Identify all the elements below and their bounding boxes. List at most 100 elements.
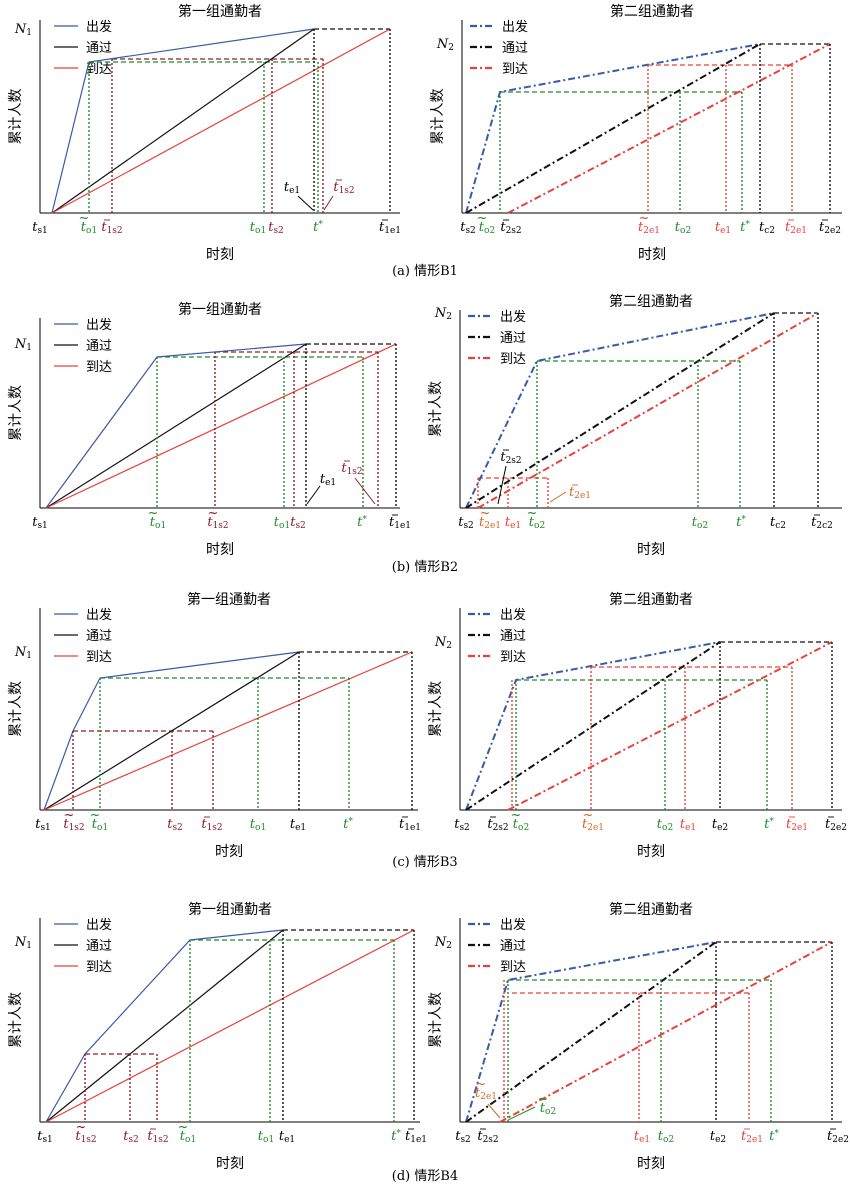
x-tick-label: te1 (680, 817, 696, 833)
x-tick-label: t* (769, 1129, 779, 1144)
tick-label-text: t* (357, 515, 367, 530)
x-tick-label: t1s2~ (63, 808, 84, 833)
legend-label: 出发 (86, 317, 112, 333)
tick-label-text: te2 (712, 817, 728, 833)
plot-line (507, 43, 831, 214)
annotation-arrow (487, 1103, 501, 1119)
x-tick-label: t* (736, 515, 746, 530)
legend-label: 出发 (86, 607, 112, 623)
tick-label-text: ts1 (32, 220, 48, 236)
legend-label: 到达 (86, 650, 112, 665)
x-tick-label: t2e2 (827, 1128, 849, 1145)
tick-label-text: t1s2 (341, 461, 362, 477)
x-tick-label: ts2 (458, 515, 474, 531)
tick-label-text: t1s2 (207, 515, 228, 531)
y-axis-label: 累计人数 (8, 992, 24, 1048)
x-tick-label: ts2 (268, 220, 284, 236)
x-tick-label: t1e1 (379, 219, 401, 236)
tick-label-text: te1 (680, 817, 696, 833)
tick-label-text: t* (343, 817, 353, 832)
tick-label-text: to1 (180, 1129, 196, 1145)
tick-label-text: to1 (92, 817, 108, 833)
annotation-arrow (297, 195, 314, 211)
x-tick-label: to2 (675, 220, 691, 236)
x-tick-label: ts1 (37, 1129, 53, 1145)
tick-label-text: to2 (540, 1101, 556, 1117)
tick-label-text: t1e1 (379, 220, 401, 236)
tick-label-text: t2e2 (825, 817, 847, 833)
tick-label-text: N2 (434, 635, 452, 651)
x-tick-label: t2e1~ (582, 808, 604, 833)
y-tick-N2: N2 (434, 306, 452, 322)
legend-label: 到达 (86, 360, 112, 375)
legend-label: 通过 (86, 629, 112, 644)
panel-title: 第二组通勤者 (609, 591, 693, 608)
tick-label-text: to1 (258, 1129, 274, 1145)
tick-label-text: t2s2 (500, 450, 521, 466)
x-tick-label: te1 (290, 817, 306, 833)
x-tick-label: te2 (712, 817, 728, 833)
plot-line (465, 312, 775, 509)
tick-label-text: ts2 (458, 515, 474, 531)
tick-label-text: to1 (81, 220, 97, 236)
tick-label-text: to2 (675, 220, 691, 236)
x-tick-label: t1s2 (147, 1128, 169, 1145)
legend-label: 出发 (500, 607, 526, 623)
panel-title: 第二组通勤者 (609, 293, 693, 310)
legend-label: 通过 (500, 629, 526, 644)
tilde-accent: ~ (76, 1120, 87, 1135)
panel-title: 第一组通勤者 (187, 591, 271, 608)
plot-line (465, 43, 761, 214)
tick-label-text: t2e1 (638, 220, 660, 236)
x-tick-label: te1 (279, 1129, 295, 1145)
plot-line (45, 929, 415, 1123)
y-tick-N2: N2 (434, 935, 452, 951)
tick-label-text: N2 (436, 37, 454, 53)
tick-label-text: te1 (320, 472, 336, 488)
panel-caption: (b) 情形B2 (392, 560, 458, 575)
tilde-accent: ~ (148, 506, 159, 521)
plot-line (477, 312, 819, 509)
annotation-arrow (323, 195, 334, 211)
tilde-accent: ~ (79, 211, 90, 226)
tick-label-text: t2e1 (786, 817, 808, 833)
x-tick-label: tc2 (770, 515, 786, 531)
tick-label-text: ts2 (123, 1129, 139, 1145)
x-tick-label: tc2 (759, 220, 775, 236)
tick-label-text: t2e1 (741, 1129, 763, 1145)
tick-label-text: to1 (274, 515, 290, 531)
tick-label-text: tc2 (770, 515, 786, 531)
panel-title: 第二组通勤者 (610, 3, 694, 20)
x-axis-label: 时刻 (206, 247, 234, 263)
tick-label-text: t2c2 (811, 515, 833, 531)
x-tick-label: ts1 (32, 515, 48, 531)
tick-label-text: N1 (14, 935, 32, 951)
x-tick-label: ts2 (167, 817, 183, 833)
y-tick-N2: N2 (436, 37, 454, 53)
x-tick-label: te1 (715, 220, 731, 236)
tick-label-text: ts2 (167, 817, 183, 833)
series-line (43, 651, 300, 811)
panel-title: 第一组通勤者 (178, 3, 262, 20)
tilde-accent: ~ (583, 808, 594, 823)
tick-label-text: t* (736, 515, 746, 530)
y-tick-N1: N1 (14, 22, 32, 38)
legend-label: 到达 (86, 62, 112, 77)
tick-label-text: to2 (657, 817, 673, 833)
annotation-t2s2: t2s2 (500, 449, 522, 466)
tick-label-text: t1s2 (101, 220, 122, 236)
legend-label: 通过 (86, 339, 112, 354)
legend-label: 到达 (502, 62, 528, 77)
legend-label: 通过 (86, 939, 112, 954)
x-axis-label: 时刻 (206, 542, 234, 558)
tick-label-text: te1 (634, 1129, 650, 1145)
annotation-te1: te1 (320, 472, 336, 488)
x-tick-label: t2e2 (819, 219, 841, 236)
tick-label-text: t1s2 (333, 180, 354, 196)
